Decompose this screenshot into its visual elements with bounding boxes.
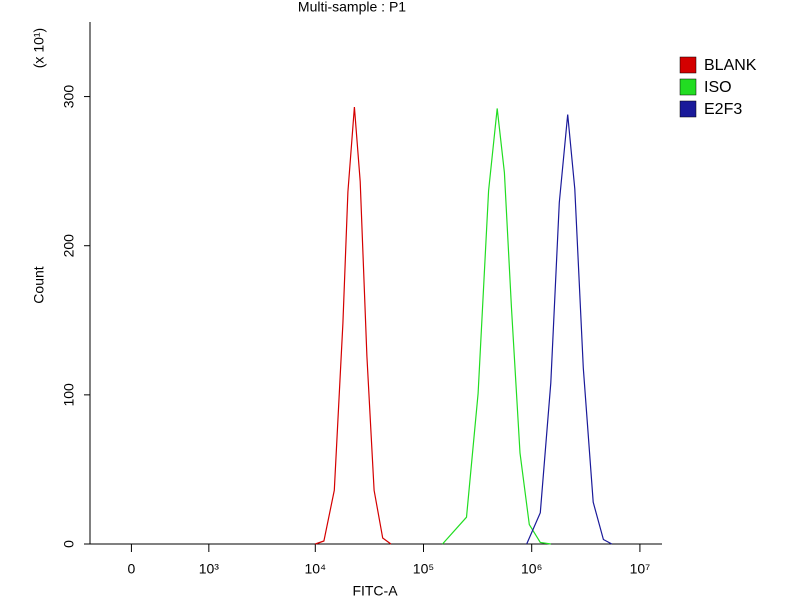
- legend-swatch: [679, 56, 697, 74]
- legend-label: E2F3: [704, 101, 742, 118]
- legend-label: ISO: [704, 79, 732, 96]
- histogram-line: [526, 114, 613, 545]
- x-tick-label: 10⁴: [304, 561, 326, 577]
- chart-title: Multi-sample : P1: [298, 0, 406, 15]
- legend-label: BLANK: [704, 57, 757, 74]
- y-tick-label: 200: [61, 234, 77, 258]
- x-tick-label: 10⁷: [630, 561, 651, 577]
- y-tick-label: 300: [61, 85, 77, 109]
- histogram-line: [315, 106, 392, 545]
- x-tick-label: 10⁶: [521, 561, 542, 577]
- x-axis-label: FITC-A: [352, 583, 398, 599]
- x-tick-label: 0: [128, 561, 136, 577]
- y-axis-label: Count: [31, 266, 47, 303]
- x-tick-label: 10³: [199, 561, 220, 577]
- y-tick-label: 0: [61, 540, 77, 548]
- y-multiplier: (x 10¹): [31, 28, 47, 68]
- y-tick-label: 100: [61, 383, 77, 407]
- legend-swatch: [679, 78, 697, 96]
- legend-swatch: [679, 100, 697, 118]
- x-tick-label: 10⁵: [413, 561, 434, 577]
